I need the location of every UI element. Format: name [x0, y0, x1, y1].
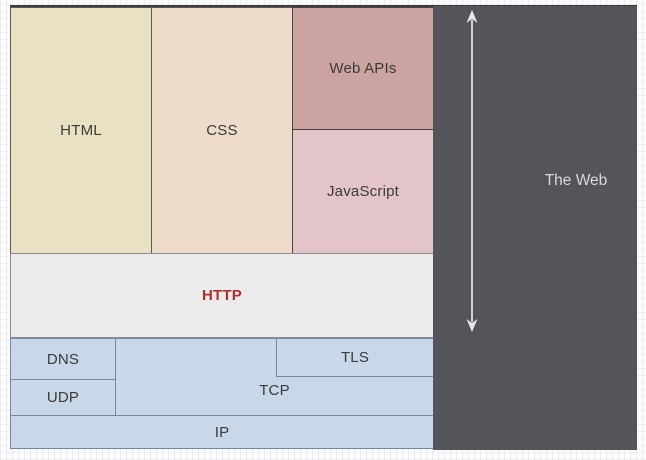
udp-label: UDP	[46, 389, 80, 406]
tls-label: TLS	[340, 349, 370, 366]
diagram-top-border	[10, 5, 637, 8]
css-box: CSS	[151, 7, 293, 254]
udp-box: UDP	[10, 379, 116, 416]
ip-box: IP	[10, 415, 434, 449]
http-label: HTTP	[202, 287, 242, 304]
vertical-double-arrow-icon	[466, 10, 478, 332]
dns-box: DNS	[10, 338, 116, 380]
web-apis-box: Web APIs	[292, 7, 434, 130]
the-web-panel: The Web	[433, 6, 637, 450]
the-web-label: The Web	[544, 172, 608, 189]
http-band: HTTP	[10, 253, 434, 338]
ip-label: IP	[214, 423, 230, 441]
tls-box: TLS	[276, 338, 434, 377]
dns-label: DNS	[46, 350, 80, 368]
javascript-box: JavaScript	[292, 129, 434, 254]
css-label: CSS	[206, 122, 238, 139]
html-label: HTML	[60, 122, 102, 139]
tcp-label: TCP	[259, 381, 290, 399]
javascript-label: JavaScript	[326, 183, 400, 200]
web-apis-label: Web APIs	[329, 60, 397, 77]
html-box: HTML	[10, 7, 152, 254]
